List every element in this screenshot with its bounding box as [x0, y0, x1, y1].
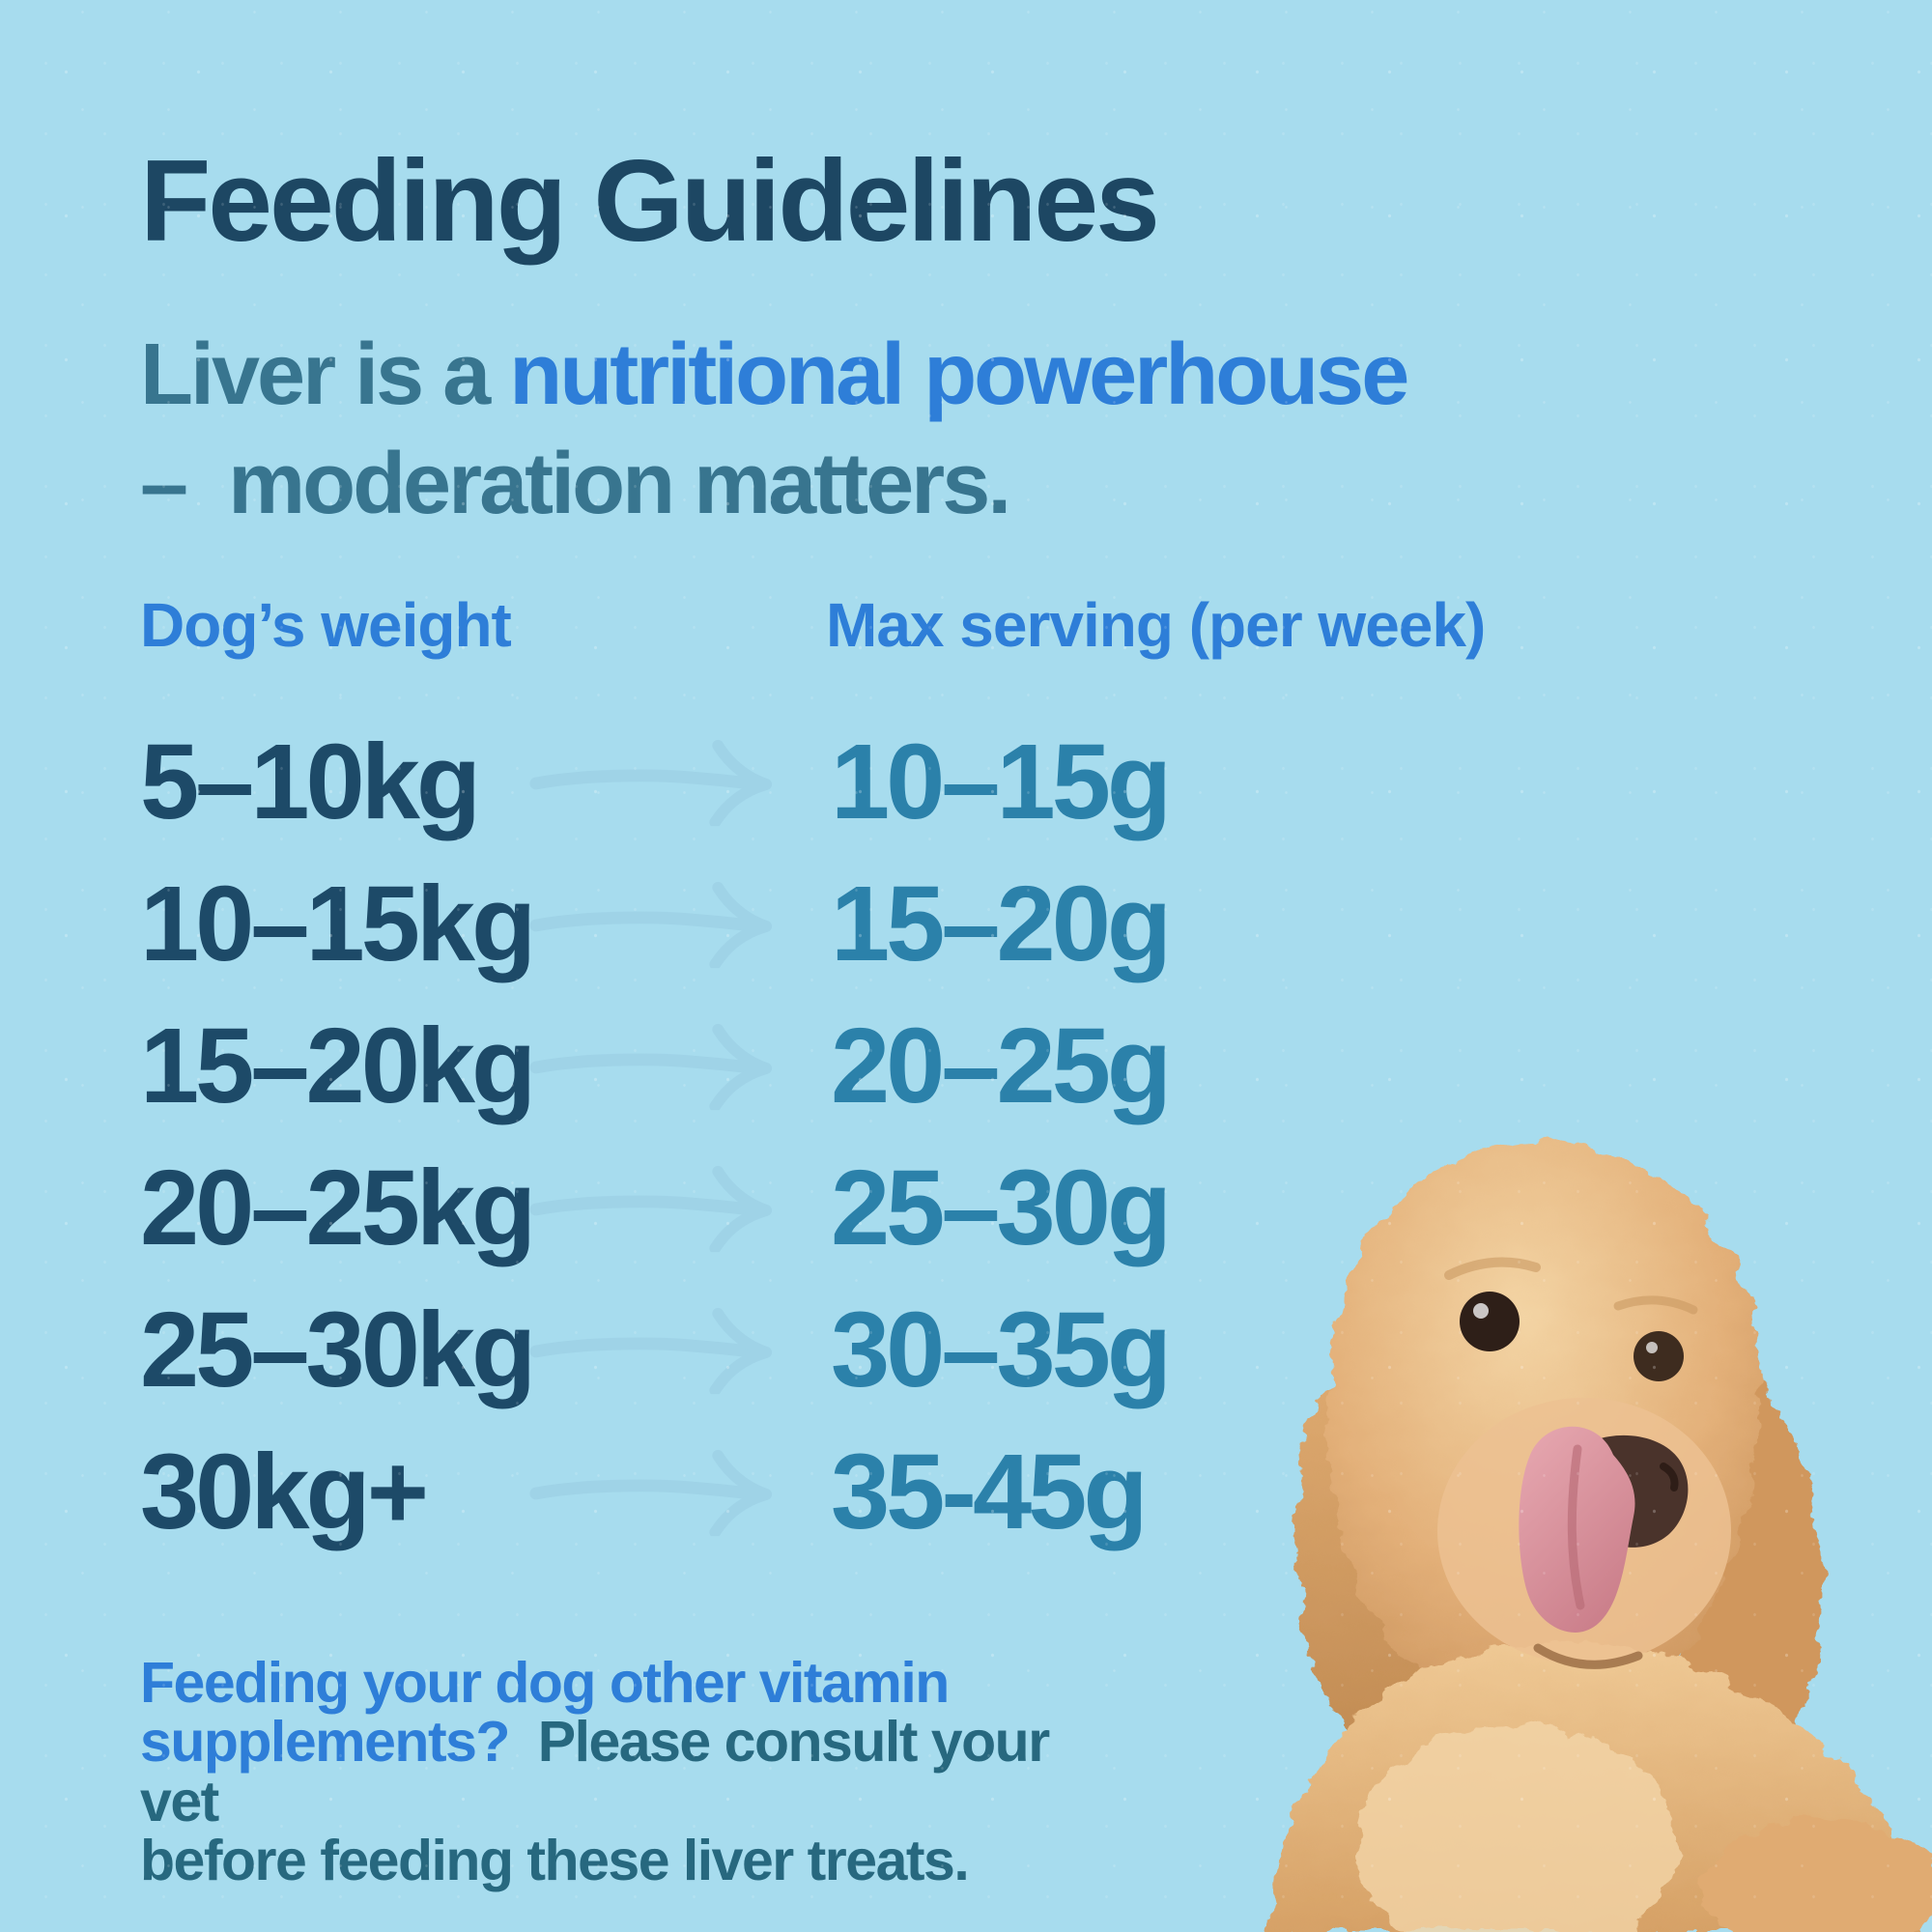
footer-question: supplements?: [140, 1710, 510, 1775]
serving-value: 10–15g: [831, 722, 1172, 841]
arrow-icon: [526, 1306, 778, 1395]
table-row: 25–30kg 30–35g: [140, 1279, 1172, 1421]
table-row: 30kg+ 35-45g: [140, 1421, 1168, 1563]
table-row: 20–25kg 25–30g: [140, 1137, 1172, 1279]
arrow-icon: [526, 1164, 778, 1253]
subtitle-highlight: nutritional powerhouse: [509, 327, 1409, 423]
arrow-icon: [526, 880, 778, 969]
footer-line2: supplements? Please consult your vet: [140, 1713, 1087, 1832]
weight-value: 5–10kg: [140, 722, 481, 841]
feeding-table: 5–10kg 10–15g 10–15kg 15–20g 15–20kg 20–…: [140, 711, 1172, 1563]
serving-column-header: Max serving (per week): [826, 590, 1486, 660]
arrow-icon: [526, 1022, 778, 1111]
arrow-icon: [526, 738, 778, 827]
serving-value: 20–25g: [831, 1006, 1172, 1125]
serving-value: 30–35g: [831, 1290, 1172, 1409]
weight-column-header: Dog’s weight: [140, 590, 512, 660]
dog-illustration: [1270, 1142, 1932, 1932]
serving-value: 15–20g: [831, 864, 1172, 983]
weight-value: 30kg+: [140, 1432, 429, 1551]
weight-value: 20–25kg: [140, 1148, 536, 1267]
footer-line3: before feeding these liver treats.: [140, 1829, 970, 1893]
footer-advice-start: Please consult your vet: [140, 1710, 1050, 1833]
footer-line1: Feeding your dog other vitamin: [140, 1651, 950, 1715]
subtitle-line1: Liver is a nutritional powerhouse: [140, 321, 1409, 430]
page-title: Feeding Guidelines: [140, 136, 1160, 266]
subtitle-line2: – moderation matters.: [140, 436, 1011, 533]
table-row: 15–20kg 20–25g: [140, 995, 1172, 1137]
serving-value: 35-45g: [831, 1432, 1149, 1551]
weight-value: 15–20kg: [140, 1006, 536, 1125]
subtitle-lead: Liver is a: [140, 327, 510, 423]
dog-photo: [1179, 1101, 1932, 1932]
serving-value: 25–30g: [831, 1148, 1172, 1267]
footer-note: Feeding your dog other vitamin supplemen…: [140, 1651, 1087, 1893]
subtitle: Liver is a nutritional powerhouse – mode…: [140, 321, 1409, 540]
arrow-icon: [526, 1448, 778, 1537]
weight-value: 25–30kg: [140, 1290, 536, 1409]
table-row: 5–10kg 10–15g: [140, 711, 1172, 853]
table-row: 10–15kg 15–20g: [140, 853, 1172, 995]
weight-value: 10–15kg: [140, 864, 536, 983]
